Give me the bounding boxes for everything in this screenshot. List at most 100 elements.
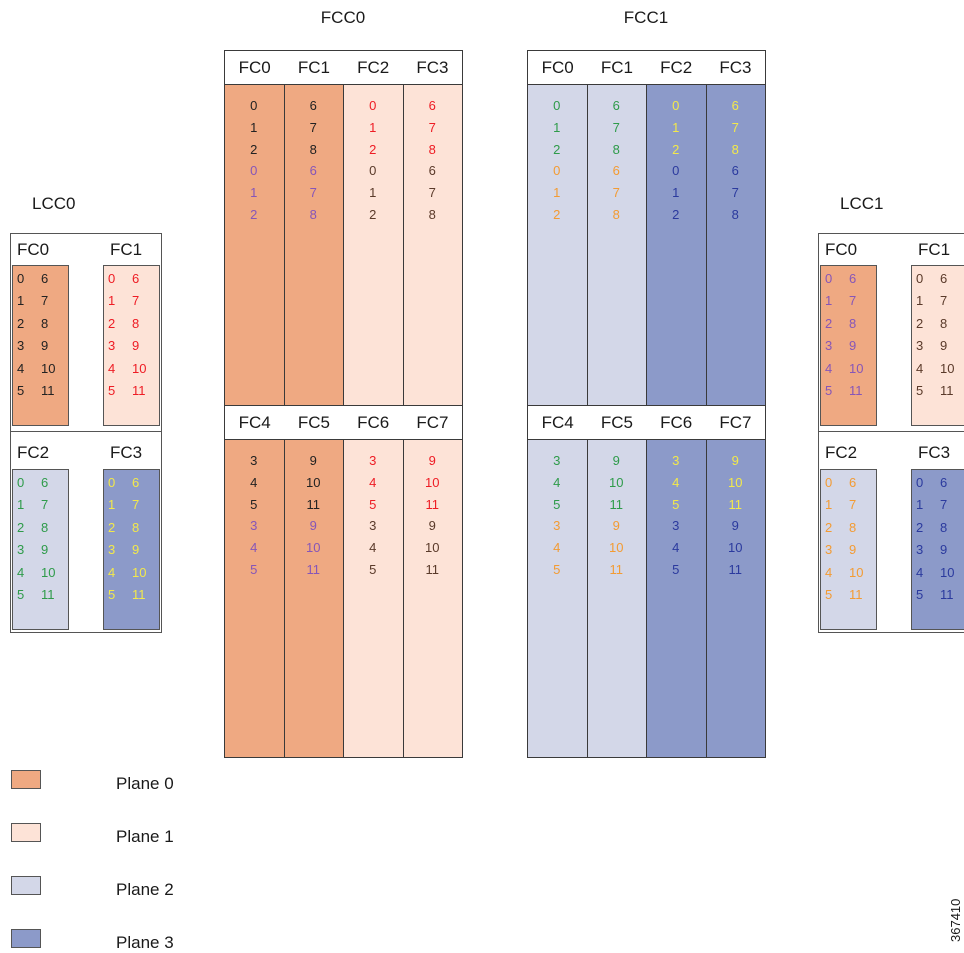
fabric-number: 6 [731, 98, 739, 113]
fc-label: FC7 [416, 412, 449, 432]
fabric-number: 5 [672, 562, 680, 577]
plane-block [103, 265, 160, 426]
fabric-number: 8 [309, 207, 317, 222]
fc-label: FC1 [297, 57, 330, 77]
fabric-number: 9 [849, 338, 857, 354]
fc-label: FC0 [238, 57, 271, 77]
fabric-number: 11 [728, 562, 743, 577]
fabric-number: 5 [553, 562, 561, 577]
legend-swatch [11, 929, 41, 948]
fc-label: FC2 [357, 57, 390, 77]
fabric-number: 11 [425, 496, 440, 512]
fabric-number: 6 [940, 475, 948, 490]
fabric-number: 4 [672, 474, 680, 490]
fc-label: FC1 [600, 57, 633, 77]
fabric-number: 7 [849, 293, 857, 309]
fabric-number: 5 [250, 562, 258, 577]
fabric-number: 9 [428, 453, 436, 468]
lcc-frame [10, 233, 162, 633]
fabric-number: 0 [17, 271, 25, 286]
fabric-number: 5 [916, 383, 924, 398]
fabric-number: 11 [132, 587, 146, 602]
fc-label: FC3 [416, 57, 449, 77]
fabric-number: 10 [306, 474, 321, 490]
fc-label: FC5 [297, 412, 330, 432]
fabric-number: 1 [250, 185, 258, 201]
fc-header-row: FC0 FC1 FC2 FC3 [527, 50, 766, 85]
fabric-number: 7 [731, 119, 739, 135]
fc-label: FC4 [238, 412, 271, 432]
fabric-number: 3 [369, 518, 377, 534]
plane-block [820, 265, 877, 426]
fabric-number: 8 [849, 315, 857, 331]
fabric-number: 11 [849, 383, 863, 398]
fabric-number: 1 [916, 293, 924, 309]
fabric-number: 7 [309, 119, 317, 135]
fabric-number: 6 [309, 98, 317, 113]
fabric-number: 7 [41, 293, 49, 309]
plane-block [12, 469, 69, 630]
fabric-number: 9 [940, 542, 948, 558]
fabric-number: 9 [849, 542, 857, 558]
fabric-number: 2 [369, 141, 377, 157]
fabric-number: 6 [612, 163, 620, 179]
fabric-number: 8 [41, 315, 49, 331]
fabric-number: 1 [672, 119, 680, 135]
fabric-number: 0 [369, 163, 377, 179]
fabric-number: 5 [825, 383, 833, 398]
fabric-number: 3 [916, 338, 924, 354]
fabric-number: 2 [825, 519, 833, 535]
fabric-number: 6 [132, 475, 140, 490]
fabric-number: 6 [309, 163, 317, 179]
fabric-number: 4 [17, 564, 25, 580]
fabric-number: 8 [849, 519, 857, 535]
fabric-number: 1 [825, 497, 833, 513]
fabric-number: 2 [916, 315, 924, 331]
fabric-number: 4 [672, 540, 680, 556]
fabric-number: 7 [309, 185, 317, 201]
fabric-number: 3 [108, 542, 116, 558]
fabric-number: 2 [250, 207, 258, 222]
fabric-number: 0 [17, 475, 25, 490]
fabric-number: 5 [108, 587, 116, 602]
fabric-number: 1 [108, 497, 116, 513]
fabric-number: 3 [825, 542, 833, 558]
fabric-number: 7 [41, 497, 49, 513]
fabric-number: 6 [731, 163, 739, 179]
fabric-number: 0 [553, 98, 561, 113]
fabric-number: 8 [428, 141, 436, 157]
fabric-number: 3 [672, 453, 680, 468]
fabric-number: 8 [940, 519, 948, 535]
fc-label: FC3 [110, 443, 143, 462]
fabric-number: 9 [132, 338, 140, 354]
legend-swatch [11, 876, 41, 895]
fabric-number: 8 [428, 207, 436, 222]
plane-block [911, 265, 964, 426]
fabric-number: 10 [849, 564, 864, 580]
fabric-number: 8 [731, 207, 739, 222]
fabric-number: 2 [916, 519, 924, 535]
fabric-number: 7 [132, 293, 140, 309]
fabric-number: 2 [369, 207, 377, 222]
fabric-number: 7 [731, 185, 739, 201]
fabric-number: 1 [17, 497, 25, 513]
fabric-number: 9 [612, 518, 620, 534]
legend-swatch [11, 770, 41, 789]
fabric-number: 3 [108, 338, 116, 354]
fabric-number: 0 [108, 475, 116, 490]
fabric-number: 9 [41, 542, 49, 558]
fcc-title: FCC0 [320, 8, 366, 27]
fabric-number: 9 [309, 453, 317, 468]
fabric-number: 10 [41, 564, 56, 580]
fabric-number: 7 [940, 293, 948, 309]
fabric-number: 10 [609, 474, 624, 490]
plane-block [911, 469, 964, 630]
fabric-number: 2 [108, 315, 116, 331]
fcc-title: FCC1 [623, 8, 669, 27]
fabric-number: 4 [369, 540, 377, 556]
fabric-number: 11 [609, 562, 624, 577]
fabric-number: 9 [612, 453, 620, 468]
fabric-number: 10 [940, 564, 955, 580]
fabric-number: 8 [309, 141, 317, 157]
fabric-number: 4 [825, 564, 833, 580]
